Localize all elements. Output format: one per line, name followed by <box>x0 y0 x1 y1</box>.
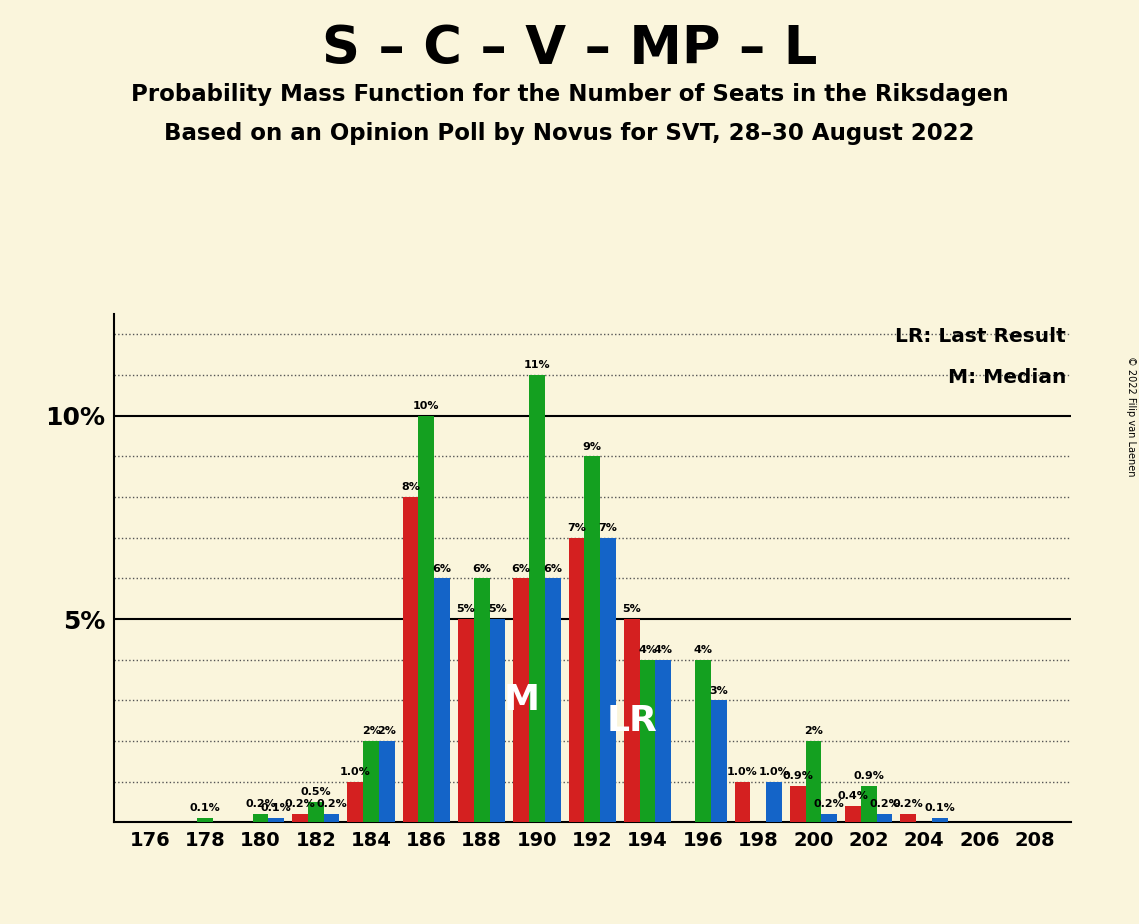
Text: 11%: 11% <box>524 360 550 371</box>
Bar <box>584 456 600 822</box>
Bar <box>640 660 655 822</box>
Text: S – C – V – MP – L: S – C – V – MP – L <box>322 23 817 75</box>
Text: 5%: 5% <box>622 604 641 614</box>
Text: 0.2%: 0.2% <box>285 799 316 809</box>
Bar <box>418 416 434 822</box>
Text: 5%: 5% <box>487 604 507 614</box>
Text: 3%: 3% <box>710 686 728 696</box>
Bar <box>474 578 490 822</box>
Bar <box>379 741 395 822</box>
Bar <box>932 819 948 822</box>
Text: 0.1%: 0.1% <box>925 803 956 813</box>
Text: 2%: 2% <box>804 726 823 736</box>
Text: © 2022 Filip van Laenen: © 2022 Filip van Laenen <box>1126 356 1136 476</box>
Bar <box>544 578 560 822</box>
Bar <box>901 814 916 822</box>
Text: 6%: 6% <box>543 564 563 574</box>
Text: LR: LR <box>606 704 657 737</box>
Bar <box>347 782 363 822</box>
Bar <box>514 578 530 822</box>
Text: 0.1%: 0.1% <box>190 803 221 813</box>
Bar <box>655 660 671 822</box>
Bar <box>490 619 506 822</box>
Text: Based on an Opinion Poll by Novus for SVT, 28–30 August 2022: Based on an Opinion Poll by Novus for SV… <box>164 122 975 145</box>
Text: 6%: 6% <box>473 564 491 574</box>
Bar <box>735 782 751 822</box>
Bar <box>197 819 213 822</box>
Bar <box>568 538 584 822</box>
Bar <box>292 814 308 822</box>
Text: M: M <box>503 684 539 717</box>
Text: 7%: 7% <box>567 523 585 533</box>
Bar <box>530 375 544 822</box>
Bar <box>434 578 450 822</box>
Text: 8%: 8% <box>401 482 420 492</box>
Text: 2%: 2% <box>361 726 380 736</box>
Bar <box>600 538 616 822</box>
Text: 6%: 6% <box>433 564 452 574</box>
Text: 0.9%: 0.9% <box>853 771 884 781</box>
Text: 0.2%: 0.2% <box>245 799 276 809</box>
Text: 4%: 4% <box>654 645 673 655</box>
Text: 0.9%: 0.9% <box>782 771 813 781</box>
Text: 5%: 5% <box>457 604 475 614</box>
Bar <box>789 785 805 822</box>
Text: 0.2%: 0.2% <box>893 799 924 809</box>
Bar <box>805 741 821 822</box>
Bar <box>767 782 781 822</box>
Bar <box>308 802 323 822</box>
Text: 0.2%: 0.2% <box>317 799 347 809</box>
Text: 10%: 10% <box>413 401 440 411</box>
Bar <box>861 785 877 822</box>
Text: 0.2%: 0.2% <box>869 799 900 809</box>
Bar <box>269 819 284 822</box>
Text: 0.5%: 0.5% <box>301 787 331 797</box>
Text: M: Median: M: Median <box>948 368 1066 386</box>
Bar <box>363 741 379 822</box>
Text: 0.1%: 0.1% <box>261 803 292 813</box>
Text: 9%: 9% <box>583 442 601 452</box>
Text: 2%: 2% <box>377 726 396 736</box>
Text: LR: Last Result: LR: Last Result <box>895 327 1066 346</box>
Bar <box>403 497 418 822</box>
Text: 6%: 6% <box>511 564 531 574</box>
Bar <box>711 700 727 822</box>
Text: Probability Mass Function for the Number of Seats in the Riksdagen: Probability Mass Function for the Number… <box>131 83 1008 106</box>
Bar <box>253 814 269 822</box>
Text: 4%: 4% <box>694 645 712 655</box>
Bar <box>845 806 861 822</box>
Text: 1.0%: 1.0% <box>339 767 370 777</box>
Bar <box>458 619 474 822</box>
Bar <box>695 660 711 822</box>
Text: 0.4%: 0.4% <box>837 791 868 801</box>
Text: 7%: 7% <box>599 523 617 533</box>
Text: 0.2%: 0.2% <box>814 799 845 809</box>
Text: 4%: 4% <box>638 645 657 655</box>
Bar <box>877 814 893 822</box>
Text: 1.0%: 1.0% <box>727 767 757 777</box>
Text: 1.0%: 1.0% <box>759 767 789 777</box>
Bar <box>821 814 837 822</box>
Bar <box>624 619 640 822</box>
Bar <box>323 814 339 822</box>
